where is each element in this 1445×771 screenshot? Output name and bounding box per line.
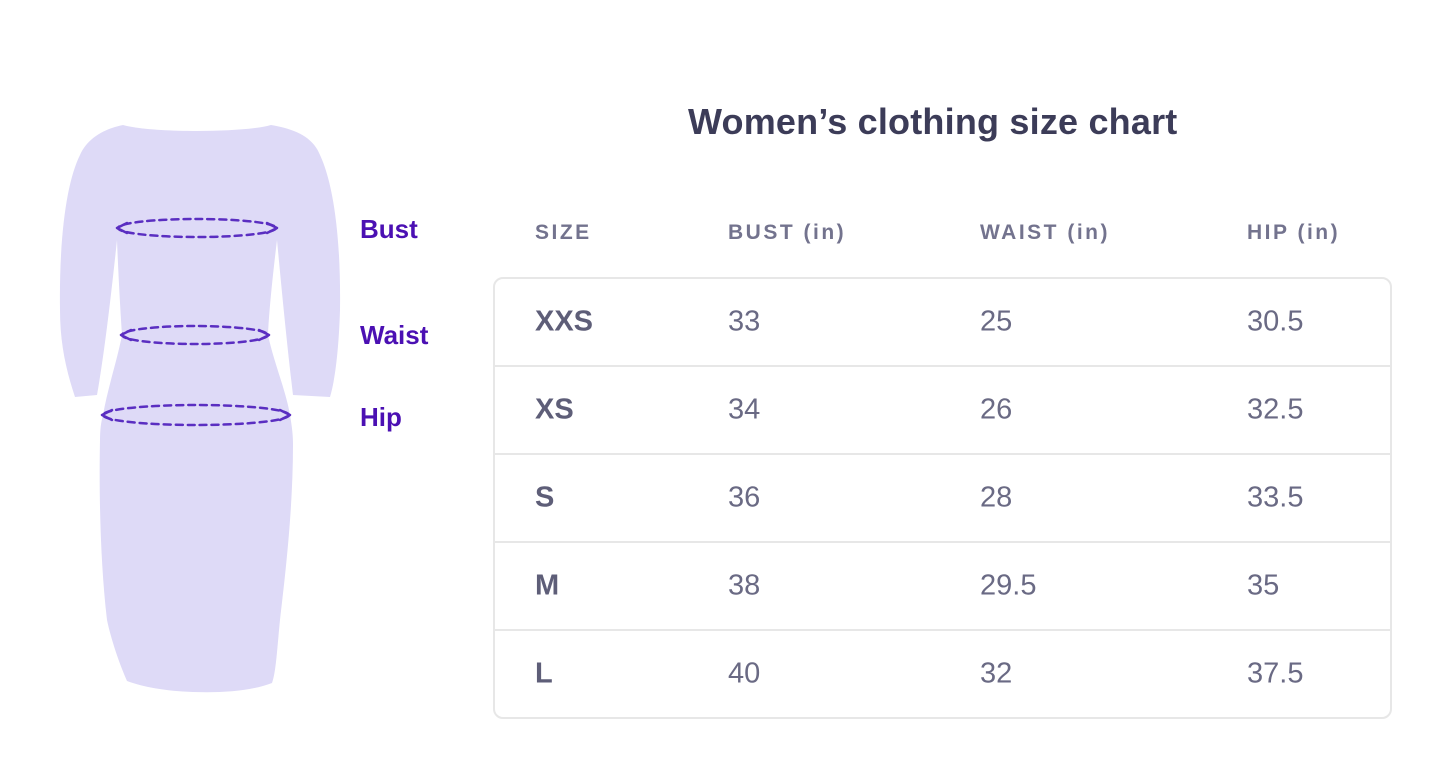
table-row-xs: XS 34 26 32.5 [495, 367, 1390, 455]
waist-cell: 25 [980, 305, 1013, 338]
hip-cell: 30.5 [1247, 305, 1304, 338]
waist-cell: 26 [980, 393, 1013, 426]
header-bust: BUST (in) [728, 221, 847, 244]
bust-cell: 40 [728, 657, 761, 690]
size-cell: M [535, 569, 560, 602]
measure-lines [100, 217, 292, 427]
waist-label: Waist [360, 320, 429, 350]
bust-cell: 38 [728, 569, 761, 602]
hip-arrow-right-icon [278, 408, 292, 422]
size-cell: L [535, 657, 553, 690]
size-cell: XXS [535, 305, 594, 338]
bust-cell: 33 [728, 305, 761, 338]
bust-cell: 36 [728, 481, 761, 514]
bust-label: Bust [360, 214, 418, 244]
header-hip: HIP (in) [1247, 221, 1341, 244]
waist-arrow-right-icon [257, 328, 271, 342]
bust-measure-line [115, 217, 279, 239]
size-cell: XS [535, 393, 574, 426]
table-row-s: S 36 28 33.5 [495, 455, 1390, 543]
hip-measure-line [100, 403, 292, 427]
dress-illustration [59, 125, 341, 693]
dress-silhouette [59, 125, 341, 693]
page-title: Women’s clothing size chart [688, 101, 1178, 142]
size-cell: S [535, 481, 555, 514]
hip-cell: 35 [1247, 569, 1280, 602]
waist-cell: 29.5 [980, 569, 1037, 602]
header-size: SIZE [535, 221, 592, 244]
bust-cell: 34 [728, 393, 761, 426]
hip-cell: 37.5 [1247, 657, 1304, 690]
size-table: XXS 33 25 30.5 XS 34 26 32.5 S 36 28 33.… [493, 277, 1392, 719]
header-waist: WAIST (in) [980, 221, 1110, 244]
hip-cell: 32.5 [1247, 393, 1304, 426]
bust-arrow-left-icon [115, 221, 129, 235]
waist-arrow-left-icon [119, 328, 133, 342]
waist-cell: 28 [980, 481, 1013, 514]
table-row-l: L 40 32 37.5 [495, 631, 1390, 717]
hip-cell: 33.5 [1247, 481, 1304, 514]
waist-measure-line [119, 324, 271, 346]
hip-label: Hip [360, 402, 402, 432]
table-row-m: M 38 29.5 35 [495, 543, 1390, 631]
waist-cell: 32 [980, 657, 1013, 690]
table-row-xxs: XXS 33 25 30.5 [495, 279, 1390, 367]
bust-arrow-right-icon [265, 221, 279, 235]
hip-arrow-left-icon [100, 408, 114, 422]
